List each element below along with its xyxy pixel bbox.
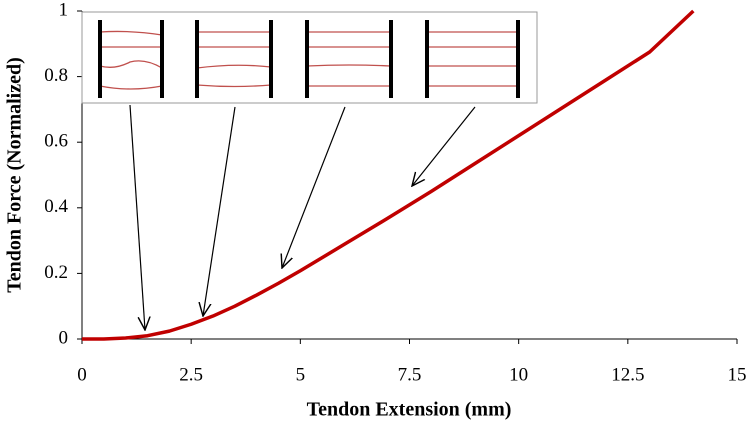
x-tick-label: 15 bbox=[728, 364, 747, 385]
y-tick-label: 0 bbox=[59, 327, 69, 348]
y-tick-label: 1 bbox=[59, 0, 69, 20]
y-tick-label: 0.2 bbox=[44, 262, 68, 283]
x-tick-label: 2.5 bbox=[179, 364, 203, 385]
y-axis-label: Tendon Force (Normalized) bbox=[4, 57, 26, 293]
x-tick-label: 0 bbox=[77, 364, 87, 385]
x-tick-label: 10 bbox=[509, 364, 528, 385]
data-line bbox=[82, 9, 695, 341]
arrows bbox=[129, 104, 476, 330]
inset bbox=[81, 11, 538, 104]
inset-box bbox=[81, 11, 538, 104]
y-tick-label: 0.8 bbox=[44, 65, 68, 86]
anchors bbox=[98, 20, 520, 98]
x-tick-label: 7.5 bbox=[398, 364, 422, 385]
x-tick-label: 5 bbox=[296, 364, 306, 385]
fibers bbox=[99, 30, 518, 90]
plot-area: 00.20.40.60.810 2.5 5 7.5 10 12.5 15 bbox=[44, 0, 746, 385]
x-axis-label: Tendon Extension (mm) bbox=[307, 399, 512, 421]
y-tick-label: 0.4 bbox=[44, 196, 68, 217]
y-tick-label: 0.6 bbox=[44, 131, 68, 152]
x-tick-label: 12.5 bbox=[611, 364, 644, 385]
